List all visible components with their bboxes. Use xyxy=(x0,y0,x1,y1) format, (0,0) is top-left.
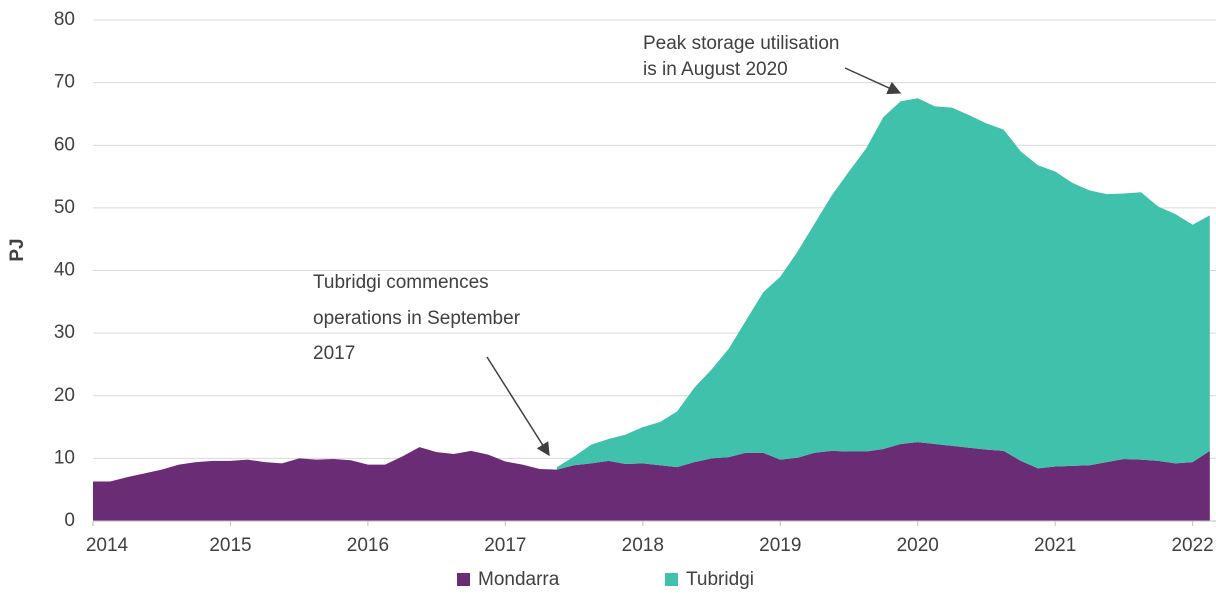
x-tick-label: 2021 xyxy=(1034,535,1076,556)
legend-label: Mondarra xyxy=(478,569,560,590)
y-tick-label: 80 xyxy=(54,9,75,30)
y-tick-label: 60 xyxy=(54,134,75,155)
areas xyxy=(93,98,1210,521)
y-tick-label: 10 xyxy=(54,447,75,468)
annotation-line: 2017 xyxy=(313,343,355,364)
annotation-arrow xyxy=(486,356,550,457)
area xyxy=(556,98,1210,470)
area xyxy=(93,442,1210,521)
annotation-peak: Peak storage utilisation is in August 20… xyxy=(643,33,902,95)
axes: 0 10 20 30 40 50 60 70 80 2014 2015 2016 2017 2018 201… xyxy=(54,9,1216,556)
annotation-line: Peak storage utilisation xyxy=(643,33,839,54)
y-tick-label: 70 xyxy=(54,72,75,93)
annotation-line: is in August 2020 xyxy=(643,59,788,80)
legend: Mondarra Tubridgi xyxy=(457,569,754,590)
y-axis-label: PJ xyxy=(7,238,28,261)
y-tick-label: 40 xyxy=(54,260,75,281)
x-tick-label: 2014 xyxy=(86,535,129,556)
y-tick-label: 50 xyxy=(54,197,75,218)
annotation-line: operations in September xyxy=(313,308,521,329)
x-tick-label: 2017 xyxy=(484,535,526,556)
x-tick-label: 2015 xyxy=(209,535,251,556)
x-tick-label: 2022 xyxy=(1171,535,1213,556)
x-tick-label: 2019 xyxy=(759,535,801,556)
y-tick-label: 20 xyxy=(54,385,75,406)
annotation-start: Tubridgi commences operations in Septemb… xyxy=(313,272,550,457)
legend-swatch xyxy=(665,573,678,586)
y-tick-label: 30 xyxy=(54,322,75,343)
legend-label: Tubridgi xyxy=(686,569,754,590)
x-tick-label: 2020 xyxy=(897,535,939,556)
annotation-line: Tubridgi commences xyxy=(313,272,489,293)
annotation-arrow xyxy=(844,67,902,95)
y-tick-label: 0 xyxy=(64,510,75,531)
x-tick-label: 2018 xyxy=(622,535,664,556)
legend-swatch xyxy=(457,573,470,586)
x-tick-label: 2016 xyxy=(347,535,389,556)
grid xyxy=(93,19,1216,522)
